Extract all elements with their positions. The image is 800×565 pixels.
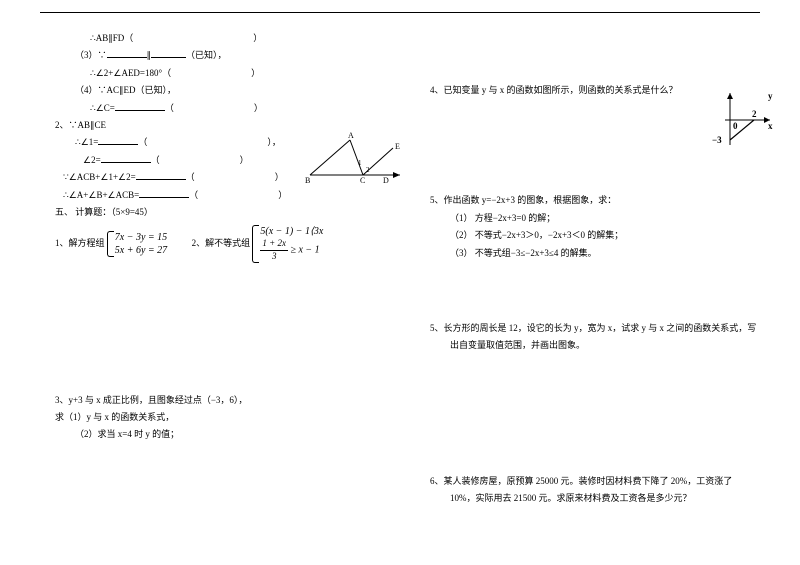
text: 2、∵AB∥CE [55, 120, 106, 130]
proof-line: ∴∠C= （ ） [55, 101, 395, 115]
question-5b: 5、长方形的周长是 12，设它的长为 y，宽为 x，试求 y 与 x 之间的函数… [430, 321, 760, 335]
inequality-system: 5(x − 1) − 1⟨3x 1 + 2x 3 ≥ x − 1 [252, 225, 323, 262]
text: 4、已知变量 y 与 x 的函数如图所示，则函数的关系式是什么？ [430, 85, 678, 95]
equation-row: 1、解方程组 7x − 3y = 15 5x + 6y = 27 2、解不等式组… [55, 225, 395, 262]
top-rule [40, 12, 760, 13]
text: （3）∵ [75, 50, 107, 60]
eq-row: 7x − 3y = 15 [115, 231, 167, 244]
text: （1） 方程−2x+3=0 的解； [450, 213, 555, 223]
tick-label: −3 [712, 135, 722, 145]
question-5-sub: （2） 不等式−2x+3＞0，−2x+3＜0 的解集； [430, 228, 760, 242]
vertex-label: C [360, 176, 365, 185]
numerator: 1 + 2x [260, 238, 288, 251]
text: ） [278, 190, 287, 200]
proof-line: ∴∠2+∠AED=180°（ ） [55, 66, 395, 80]
text: ） [251, 68, 260, 78]
text: ） [253, 33, 262, 43]
text: （ [151, 155, 160, 165]
proof-line: ∴AB∥FD（ ） [55, 31, 395, 45]
question-3: 3、y+3 与 x 成正比例，且图象经过点（−3，6）， [55, 393, 395, 407]
vertex-label: E [395, 142, 400, 151]
vertex-label: D [383, 176, 389, 185]
text: ） [275, 172, 284, 182]
text: （2） 不等式−2x+3＞0，−2x+3＜0 的解集； [450, 230, 623, 240]
text: ）， [267, 137, 281, 147]
eq-row: 5(x − 1) − 1⟨3x [260, 225, 323, 238]
text: 6、某人装修房屋，原预算 25000 元。装修时因材料费下降了 20%，工资涨了 [430, 476, 732, 486]
proof-line: ∴∠A+∠B+∠ACB= （ ） [55, 188, 395, 202]
vertex-label: B [305, 176, 310, 185]
text: ∴∠C= [90, 103, 115, 113]
text: 1、解方程组 [55, 238, 105, 248]
question-5-sub: （3） 不等式组−3≤−2x+3≤4 的解集。 [430, 246, 760, 260]
text: （2）求当 x=4 时 y 的值； [75, 429, 179, 439]
text: 2、解不等式组 [192, 238, 251, 248]
proof-line: （4）∵AC∥ED（已知）， [55, 83, 395, 97]
triangle-figure: A B C D E 1 2 [305, 130, 410, 185]
axis-label: x [768, 121, 773, 131]
text: ∵∠ACB+∠1+∠2= [63, 172, 136, 182]
text: （ [165, 103, 174, 113]
text: （已知）， [186, 50, 227, 60]
text: （ [138, 137, 147, 147]
question-3-sub: 求（1）y 与 x 的函数关系式， [55, 410, 395, 424]
angle-label: 2 [366, 166, 370, 174]
question-6-sub: 10%，实际用去 21500 元。求原来材料费及工资各是多少元？ [430, 491, 760, 505]
text: 五、 计算题：（5×9=45） [55, 207, 153, 217]
text: （3） 不等式组−3≤−2x+3≤4 的解集。 [450, 248, 597, 258]
question-6: 6、某人装修房屋，原预算 25000 元。装修时因材料费下降了 20%，工资涨了 [430, 474, 760, 488]
section-heading: 五、 计算题：（5×9=45） [55, 205, 395, 219]
text: 求（1）y 与 x 的函数关系式， [55, 412, 174, 422]
text: ∴∠A+∠B+∠ACB= [63, 190, 139, 200]
axis-label: y [768, 91, 773, 101]
text: （ [186, 172, 195, 182]
text: 5、长方形的周长是 12，设它的长为 y，宽为 x，试求 y 与 x 之间的函数… [430, 323, 756, 333]
text: ） [254, 103, 263, 113]
question-5b-sub: 出自变量取值范围，并画出图象。 [430, 338, 760, 352]
question-3-sub: （2）求当 x=4 时 y 的值； [55, 427, 395, 441]
text: ∴∠1= [75, 137, 98, 147]
origin-label: 0 [733, 121, 738, 131]
text: （ [189, 190, 198, 200]
text: 出自变量取值范围，并画出图象。 [450, 340, 585, 350]
question-5: 5、作出函数 y=−2x+3 的图象，根据图象，求： [430, 193, 760, 207]
text: （4）∵AC∥ED（已知）， [75, 85, 176, 95]
text: ∴∠2+∠AED=180°（ [90, 68, 171, 78]
text: 10%，实际用去 21500 元。求原来材料费及工资各是多少元？ [450, 493, 692, 503]
question-5-sub: （1） 方程−2x+3=0 的解； [430, 211, 760, 225]
left-column: ∴AB∥FD（ ） （3）∵∥（已知）， ∴∠2+∠AED=180°（ ） （4）∵… [55, 28, 395, 445]
angle-label: 1 [358, 159, 362, 167]
text: 5、作出函数 y=−2x+3 的图象，根据图象，求： [430, 195, 616, 205]
tick-label: 2 [752, 109, 757, 119]
equation-system: 7x − 3y = 15 5x + 6y = 27 [107, 231, 167, 257]
text: ∠2= [83, 155, 101, 165]
proof-line: （3）∵∥（已知）， [55, 48, 395, 62]
coordinate-figure: y x 0 2 −3 [710, 90, 775, 152]
eq-row: 5x + 6y = 27 [115, 244, 167, 257]
text: ≥ x − 1 [288, 245, 320, 256]
fraction: 1 + 2x 3 [260, 238, 288, 262]
denominator: 3 [260, 251, 288, 263]
text: 3、y+3 与 x 成正比例，且图象经过点（−3，6）， [55, 395, 247, 405]
text: ∴AB∥FD（ [90, 33, 133, 43]
text: ） [240, 155, 249, 165]
vertex-label: A [348, 131, 354, 140]
eq-row: 1 + 2x 3 ≥ x − 1 [260, 238, 323, 262]
